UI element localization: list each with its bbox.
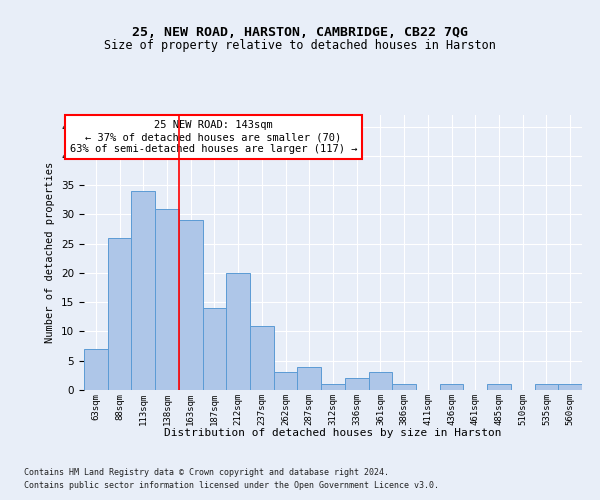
- Bar: [392, 384, 416, 390]
- Bar: [368, 372, 392, 390]
- Bar: [155, 208, 179, 390]
- Bar: [298, 366, 321, 390]
- Bar: [203, 308, 226, 390]
- Text: 25, NEW ROAD, HARSTON, CAMBRIDGE, CB22 7QG: 25, NEW ROAD, HARSTON, CAMBRIDGE, CB22 7…: [132, 26, 468, 39]
- Text: Contains HM Land Registry data © Crown copyright and database right 2024.: Contains HM Land Registry data © Crown c…: [24, 468, 389, 477]
- Text: 25 NEW ROAD: 143sqm
← 37% of detached houses are smaller (70)
63% of semi-detach: 25 NEW ROAD: 143sqm ← 37% of detached ho…: [70, 120, 357, 154]
- Bar: [558, 384, 582, 390]
- Bar: [250, 326, 274, 390]
- Bar: [345, 378, 368, 390]
- Bar: [84, 349, 108, 390]
- Bar: [487, 384, 511, 390]
- Text: Distribution of detached houses by size in Harston: Distribution of detached houses by size …: [164, 428, 502, 438]
- Bar: [226, 273, 250, 390]
- Bar: [535, 384, 558, 390]
- Bar: [179, 220, 203, 390]
- Text: Contains public sector information licensed under the Open Government Licence v3: Contains public sector information licen…: [24, 480, 439, 490]
- Bar: [274, 372, 298, 390]
- Bar: [321, 384, 345, 390]
- Bar: [440, 384, 463, 390]
- Text: Size of property relative to detached houses in Harston: Size of property relative to detached ho…: [104, 38, 496, 52]
- Bar: [131, 191, 155, 390]
- Bar: [108, 238, 131, 390]
- Y-axis label: Number of detached properties: Number of detached properties: [46, 162, 55, 343]
